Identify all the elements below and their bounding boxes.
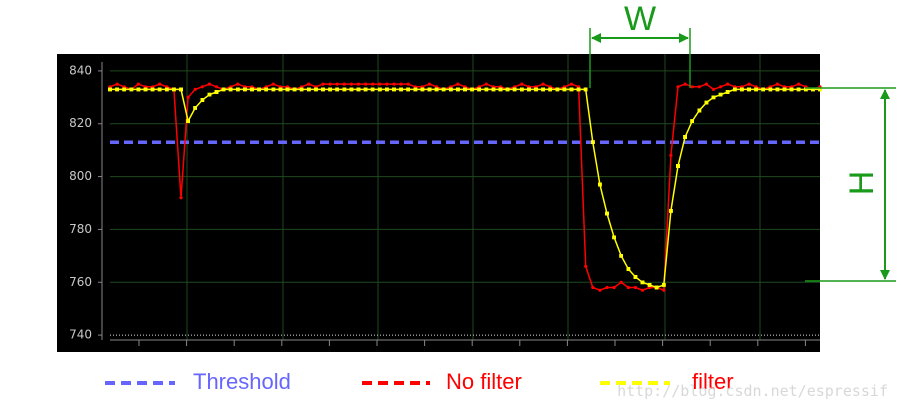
plot-background <box>57 54 820 352</box>
series-line <box>108 87 822 290</box>
y-tick-label: 780 <box>69 222 92 236</box>
y-tick-label: 800 <box>69 169 92 183</box>
watermark: http://blog.csdn.net/espressif <box>617 382 888 400</box>
y-tick-label: 820 <box>69 116 92 130</box>
plot: 740 760 780 800 820 840 <box>69 54 822 346</box>
legend: Threshold No filter filter <box>105 369 734 394</box>
y-tick-label: 840 <box>69 63 92 77</box>
y-tick-label: 740 <box>69 328 92 342</box>
y-tick-label: 760 <box>69 275 92 289</box>
legend-label: Threshold <box>193 369 291 394</box>
legend-label: filter <box>692 369 734 394</box>
annotation-w: W <box>624 0 656 38</box>
annotation-h: H <box>843 171 881 196</box>
legend-label: No filter <box>446 369 522 394</box>
